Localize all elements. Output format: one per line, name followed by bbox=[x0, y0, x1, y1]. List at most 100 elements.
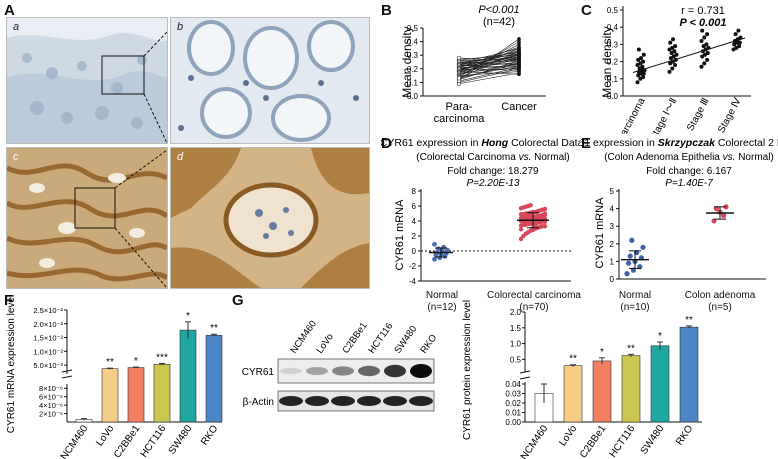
panel-e-xcat-normal: Normal bbox=[618, 290, 652, 301]
panel-label-g: G bbox=[232, 292, 244, 309]
panel-b-xcat1-l1: Para- bbox=[446, 101, 473, 113]
blot-band-actin bbox=[409, 396, 433, 406]
panel-b-ytick-label: 0.4 bbox=[407, 38, 419, 47]
panel-f-ytick-label: 1.0×10⁻² bbox=[33, 347, 63, 356]
panel-c-point bbox=[702, 61, 707, 66]
panel-b-point-cancer bbox=[517, 53, 521, 57]
blot-lane-label: RKO bbox=[418, 333, 439, 356]
panel-b-pair-line bbox=[458, 48, 520, 64]
panel-b-pair-line bbox=[458, 67, 520, 82]
panel-c-point bbox=[641, 52, 646, 57]
panel-c-point bbox=[737, 40, 742, 45]
panel-c-point bbox=[704, 42, 709, 47]
panel-c-point bbox=[670, 66, 675, 71]
panel-c-point bbox=[705, 51, 710, 55]
panel-c-point bbox=[673, 44, 678, 49]
panel-g-chart: CYR61 protein expression level 0.5 1.0 1.5… bbox=[462, 300, 702, 459]
panel-e-xcat-adenoma: Colon adenoma bbox=[684, 290, 756, 301]
panel-b-pair-line bbox=[458, 63, 520, 79]
panel-f-signif: * bbox=[134, 356, 138, 367]
panel-f-signif: ** bbox=[210, 323, 218, 334]
blot-lane-label: SW480 bbox=[392, 324, 419, 356]
panel-b-point-cancer bbox=[517, 37, 521, 41]
panel-b-xcat1-l2: carcinoma bbox=[434, 113, 486, 125]
blot-band-cyr61 bbox=[410, 364, 432, 378]
panel-c-ytick-label: 0.3 bbox=[607, 40, 619, 49]
panel-b-pair-line bbox=[458, 61, 520, 66]
panel-c-point bbox=[702, 35, 707, 40]
blot-lane-label: C2BBe1 bbox=[340, 320, 369, 355]
panel-d-pval: P=2.20E-13 bbox=[466, 178, 520, 189]
panel-g-ytick-label: 0.04 bbox=[505, 380, 521, 389]
panel-c-fit-line bbox=[632, 37, 746, 73]
panel-g-ytick-label: 0.03 bbox=[505, 390, 521, 399]
panel-c-point bbox=[641, 59, 646, 64]
blot-label-actin: β-Actin bbox=[243, 397, 274, 408]
panel-c-chart: r = 0.731 P < 0.001 Mean density 0.0 0.1 0… bbox=[600, 5, 751, 134]
panel-d-point-normal bbox=[432, 256, 437, 262]
panel-b-ylabel: Mean density bbox=[400, 26, 414, 97]
panel-g-bar bbox=[563, 365, 583, 423]
panel-g-break-1 bbox=[519, 370, 531, 374]
blot-lane-label: LoVo bbox=[314, 332, 335, 356]
panel-d-xlabel-1: Normal (n=12) bbox=[412, 290, 472, 314]
panel-c-xtick-label: Stage Ⅰ～Ⅱ bbox=[648, 96, 680, 134]
panel-g-break-2 bbox=[519, 376, 531, 380]
panel-d-point-carcinoma bbox=[542, 206, 548, 212]
sub-label-b: b bbox=[177, 21, 184, 33]
panel-b-pair-line bbox=[458, 61, 520, 70]
panel-d-fold: Fold change: 18.279 bbox=[447, 166, 539, 177]
blot-band-actin bbox=[357, 396, 381, 406]
panel-g-xtick-label: LoVo bbox=[557, 423, 579, 448]
panel-e-pval: P=1.40E-7 bbox=[665, 178, 713, 189]
panel-c-xtick-label: Stage Ⅲ bbox=[685, 96, 712, 133]
panel-c-point bbox=[635, 80, 640, 85]
panel-e-subtitle: (Colon Adenoma Epithelia vs. Normal) bbox=[604, 152, 774, 163]
panel-f-ytick-label: 1.5×10⁻² bbox=[33, 334, 63, 343]
panel-f-bar bbox=[153, 363, 171, 423]
panel-f-xtick-label: SW480 bbox=[167, 423, 195, 457]
panel-d-point-carcinoma bbox=[542, 211, 548, 216]
panel-d-xlabel-2: Colorectal carcinoma (n=70) bbox=[484, 290, 584, 314]
panel-f-ytick-label: 4×10⁻⁶ bbox=[39, 401, 63, 410]
panel-g-xtick-label: C2BBe1 bbox=[578, 423, 609, 459]
panel-d-ylabel: CYR61 mRNA bbox=[394, 199, 406, 271]
panel-c-stat-p: P < 0.001 bbox=[680, 17, 727, 29]
panel-f-xtick-label: NCM460 bbox=[59, 423, 91, 459]
blot-cyr61-strip bbox=[277, 358, 435, 384]
panel-g-xtick-label: NCM460 bbox=[519, 423, 551, 459]
panel-f-ytick-label: 6×10⁻⁶ bbox=[39, 393, 63, 402]
panel-c-point bbox=[636, 47, 641, 52]
panel-g-xtick-label: SW480 bbox=[639, 423, 667, 457]
panel-c-point bbox=[639, 56, 643, 61]
panel-f-chart: CYR61 mRNA expression level 5.0×10⁻³ 1.0×… bbox=[6, 295, 223, 459]
panel-b-pair-line bbox=[458, 52, 520, 61]
panel-g-ytick-label: 0.00 bbox=[505, 418, 521, 427]
panel-g-ytick-label: 1.5 bbox=[510, 324, 522, 333]
panel-b-xcat2: Cancer bbox=[501, 101, 537, 113]
blot-band-cyr61 bbox=[332, 366, 354, 376]
panel-e-n-adenoma: (n=5) bbox=[708, 302, 732, 313]
panel-d-point-normal bbox=[441, 244, 446, 250]
micrograph-normal-high: b bbox=[170, 17, 370, 144]
panel-e-point-normal bbox=[629, 237, 635, 243]
panel-e-point-normal bbox=[624, 271, 630, 277]
panel-e-ytick-label: 0 bbox=[610, 275, 615, 284]
panel-b-point-cancer bbox=[517, 71, 521, 75]
panel-d-title: CYR61 expression in Hong Colorectal Data… bbox=[381, 137, 581, 149]
panel-g-bar bbox=[650, 345, 670, 423]
panel-d-point-carcinoma bbox=[533, 223, 538, 228]
panel-e-ytick-label: 5 bbox=[610, 187, 615, 196]
panel-g-ytick-label: 0.5 bbox=[510, 355, 522, 364]
panel-d-ytick-label: -4 bbox=[409, 277, 417, 286]
panel-label-d: D bbox=[381, 135, 392, 152]
panel-g-ylabel: CYR61 protein expression level bbox=[462, 300, 473, 440]
panel-d-ytick-label: 4 bbox=[412, 217, 417, 226]
panel-c-point bbox=[705, 32, 710, 37]
panel-b-ytick-label: 0.2 bbox=[407, 65, 419, 74]
panel-f-break-2 bbox=[61, 375, 73, 379]
blot-band-cyr61 bbox=[280, 367, 302, 375]
panel-f-xtick-label: HCT116 bbox=[139, 423, 169, 459]
panel-e-n-normal: (n=10) bbox=[620, 302, 650, 313]
panel-c-point bbox=[673, 63, 678, 68]
